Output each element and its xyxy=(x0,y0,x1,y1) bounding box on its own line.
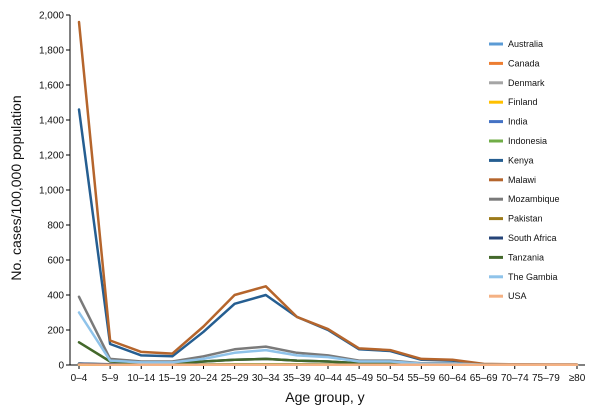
x-tick-label: 25–29 xyxy=(221,373,249,384)
x-tick-label: 40–44 xyxy=(314,373,342,384)
x-tick-label: 30–34 xyxy=(252,373,280,384)
x-tick-label: 15–19 xyxy=(158,373,186,384)
y-tick-label: 1,800 xyxy=(39,46,64,57)
y-tick-label: 1,200 xyxy=(39,151,64,162)
x-tick-label: 10–14 xyxy=(127,373,155,384)
y-tick-label: 800 xyxy=(47,221,64,232)
x-tick-label: 55–59 xyxy=(407,373,435,384)
legend-label-finland: Finland xyxy=(508,97,538,107)
legend-label-india: India xyxy=(508,117,528,127)
y-tick-label: 600 xyxy=(47,256,64,267)
y-tick-label: 1,400 xyxy=(39,116,64,127)
x-axis-title: Age group, y xyxy=(285,389,364,405)
y-tick-label: 2,000 xyxy=(39,11,64,22)
legend: Australia Canada Denmark Finland India Indone… xyxy=(489,39,560,301)
x-tick-label: 65–69 xyxy=(470,373,498,384)
legend-label-pakistan: Pakistan xyxy=(508,214,543,224)
legend-label-south-africa: South Africa xyxy=(508,233,557,243)
legend-label-indonesia: Indonesia xyxy=(508,136,547,146)
x-axis: 0–4 5–9 10–14 15–19 20–24 25–29 30–34 35–39 40–4… xyxy=(70,364,586,384)
series-line-malawi xyxy=(77,20,579,366)
x-tick-label: 20–24 xyxy=(190,373,218,384)
legend-label-australia: Australia xyxy=(508,39,543,49)
y-tick-label: 1,000 xyxy=(39,186,64,197)
x-tick-label: 5–9 xyxy=(102,373,119,384)
series-lines xyxy=(77,20,579,367)
y-axis-title: No. cases/100,000 population xyxy=(8,95,24,280)
x-tick-label: 0–4 xyxy=(71,373,88,384)
legend-label-the-gambia: The Gambia xyxy=(508,272,558,282)
y-tick-label: 0 xyxy=(58,361,64,372)
x-tick-label: 60–64 xyxy=(439,373,467,384)
y-tick-label: 200 xyxy=(47,326,64,337)
x-tick-label: 75–79 xyxy=(532,373,560,384)
legend-label-kenya: Kenya xyxy=(508,155,534,165)
legend-label-mozambique: Mozambique xyxy=(508,194,560,204)
legend-label-usa: USA xyxy=(508,291,527,301)
x-tick-label: 70–74 xyxy=(501,373,529,384)
x-tick-label: 50–54 xyxy=(376,373,404,384)
legend-label-denmark: Denmark xyxy=(508,78,545,88)
x-tick-label: 45–49 xyxy=(345,373,373,384)
y-tick-label: 1,600 xyxy=(39,81,64,92)
legend-label-tanzania: Tanzania xyxy=(508,252,544,262)
legend-label-malawi: Malawi xyxy=(508,175,536,185)
legend-label-canada: Canada xyxy=(508,58,540,68)
x-tick-label: ≥80 xyxy=(569,373,586,384)
y-axis: 0 200 400 600 800 1,000 1,200 1,400 1,600 1,800 2,… xyxy=(39,11,71,372)
y-tick-label: 400 xyxy=(47,291,64,302)
x-tick-label: 35–39 xyxy=(283,373,311,384)
